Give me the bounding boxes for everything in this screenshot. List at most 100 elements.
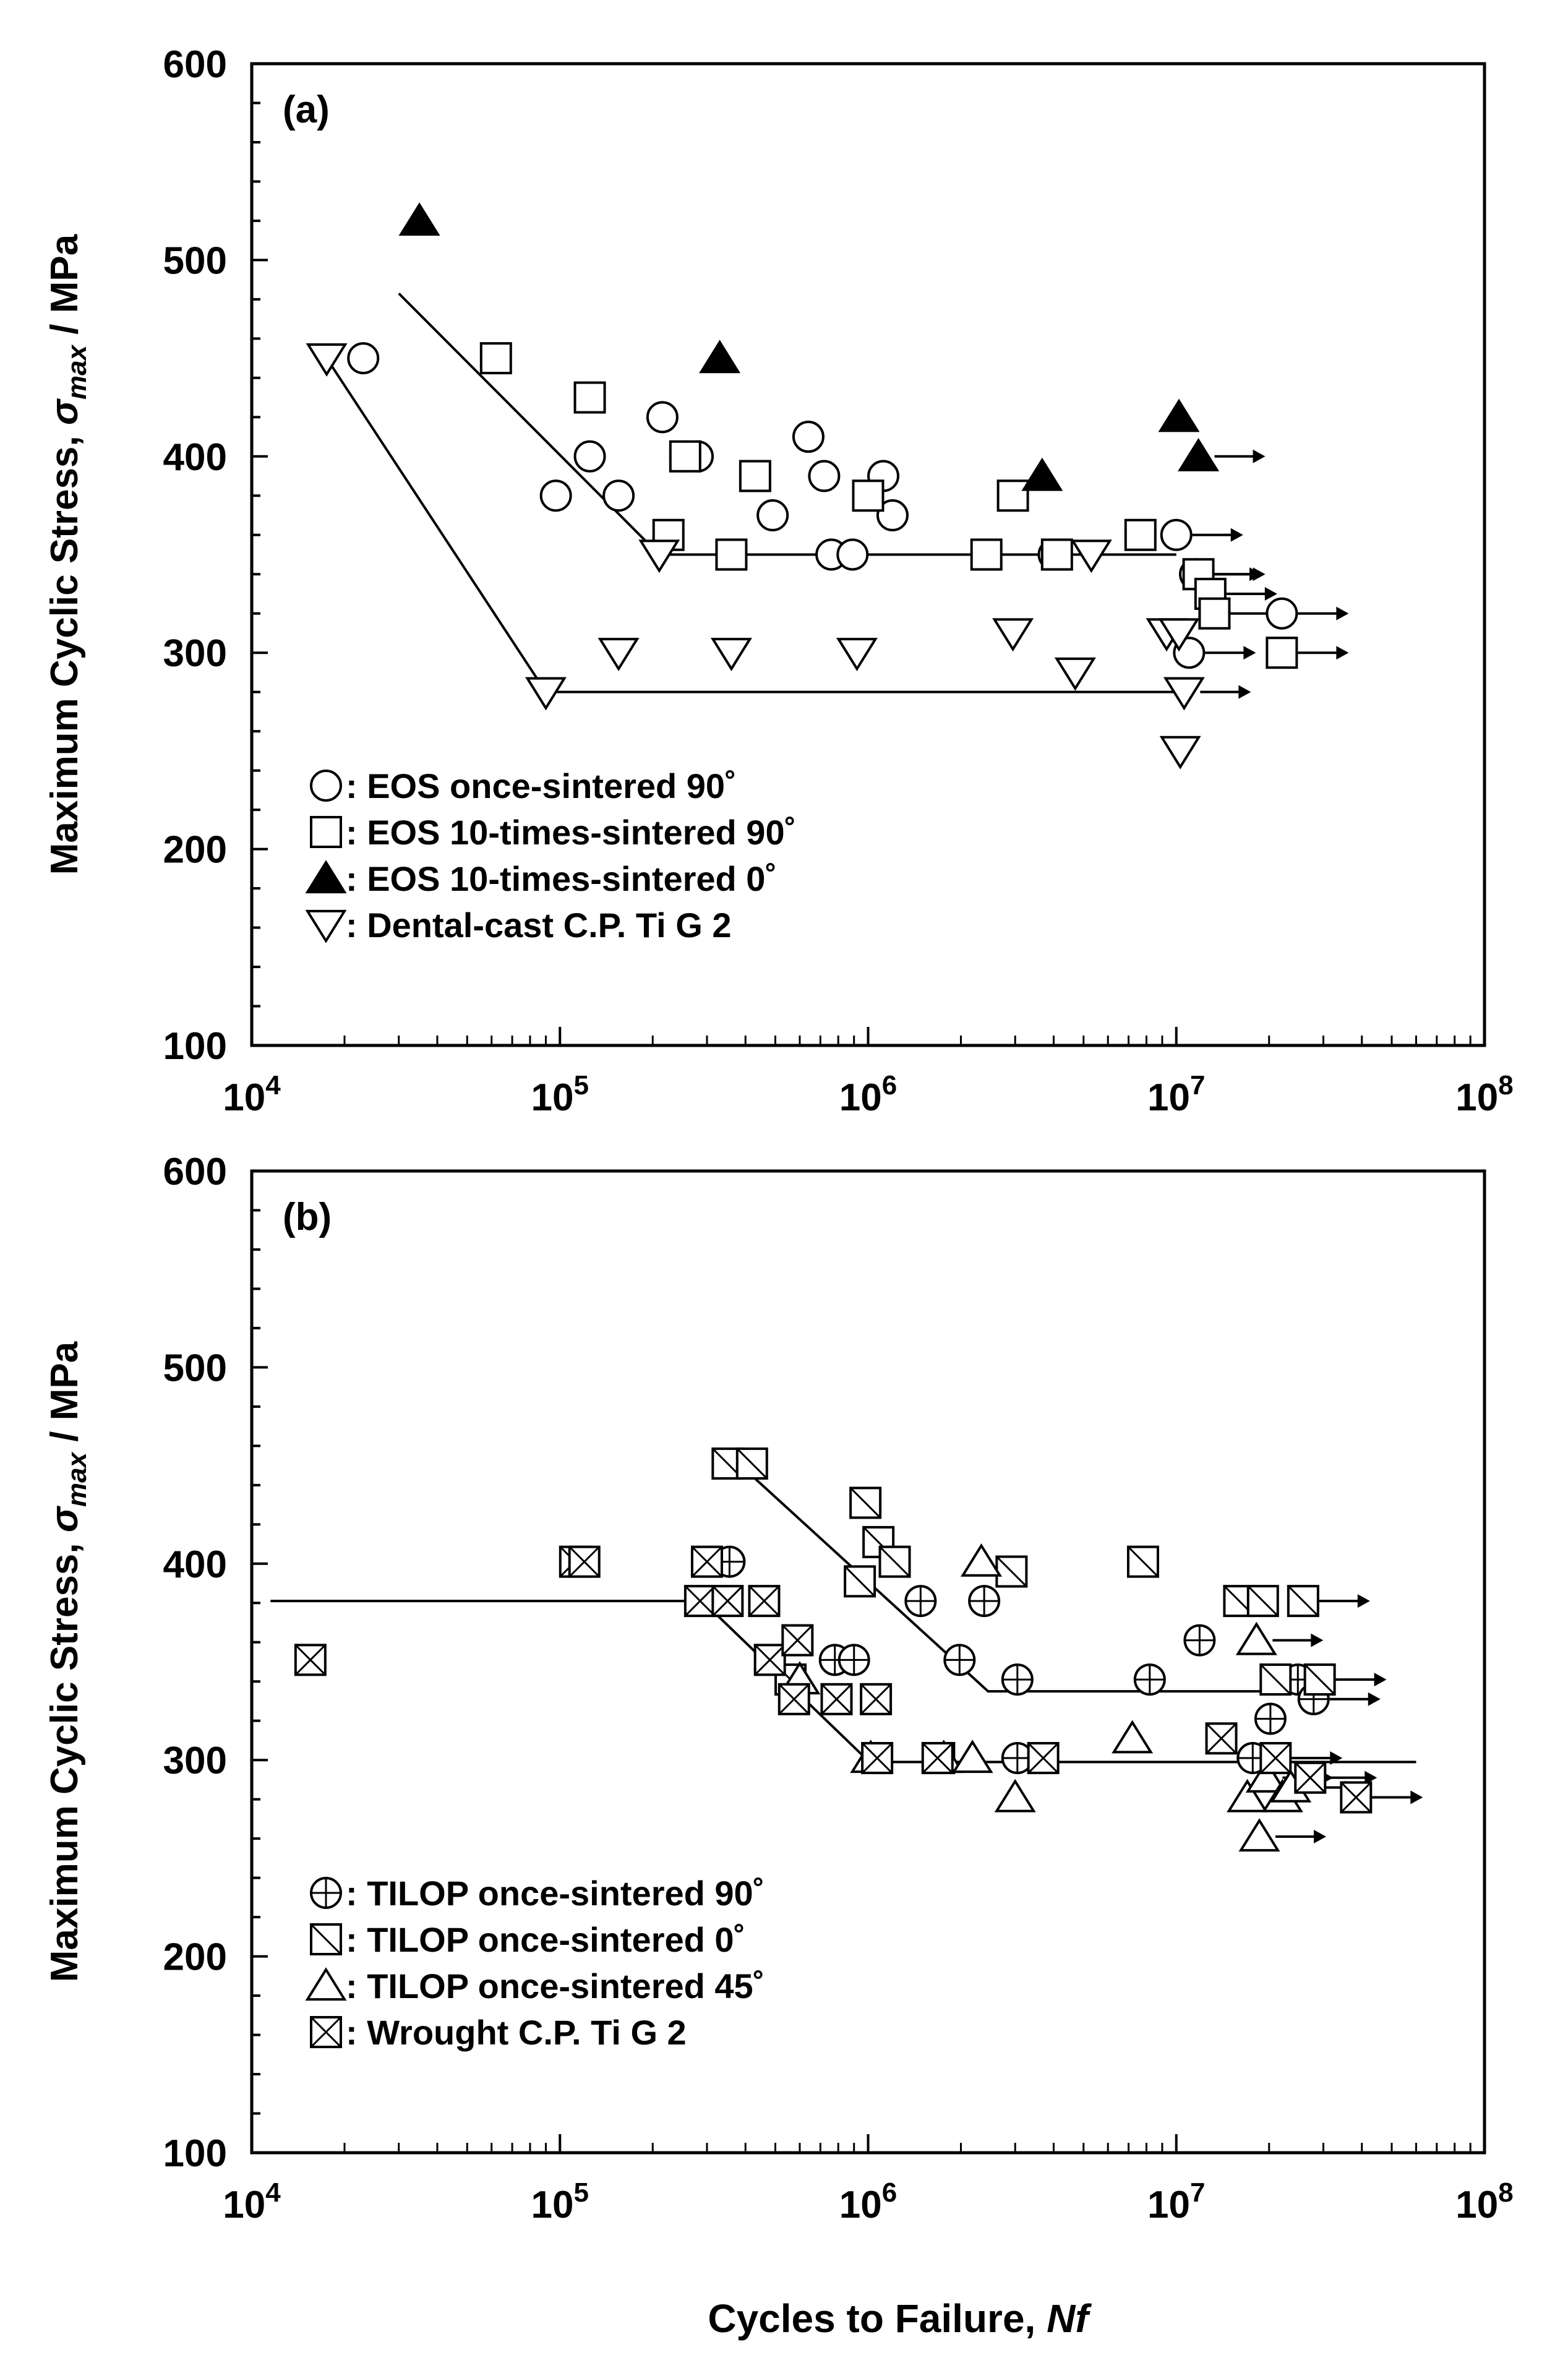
y-tick-label: 500 xyxy=(163,239,227,282)
y-tick-label: 400 xyxy=(163,436,227,479)
y-axis-label-prefix: Maximum Cyclic Stress, xyxy=(43,1532,86,1982)
y-tick-label: 600 xyxy=(163,43,227,86)
data-point xyxy=(992,618,1034,652)
data-point xyxy=(995,1555,1028,1588)
x-tick-exponent: 6 xyxy=(882,2177,897,2208)
data-point xyxy=(951,1739,993,1774)
panel-label: (b) xyxy=(283,1196,332,1238)
data-point-shape xyxy=(792,421,825,453)
legend-marker-shape xyxy=(310,770,342,802)
data-point xyxy=(1259,1663,1292,1696)
x-tick-label: 104 xyxy=(223,2177,281,2226)
data-point-diag2 xyxy=(691,1546,723,1577)
runout-arrow-head xyxy=(1410,1790,1423,1804)
data-point xyxy=(862,1525,895,1558)
data-point xyxy=(844,1565,876,1598)
data-point xyxy=(876,499,909,532)
data-point-diag2 xyxy=(712,1585,743,1617)
runout-arrow xyxy=(1326,1770,1377,1785)
x-tick-label: 108 xyxy=(1455,1070,1513,1119)
x-tick-label: 107 xyxy=(1147,2177,1205,2226)
data-point-diag2 xyxy=(568,1546,600,1577)
data-point-diag2 xyxy=(294,1644,326,1676)
data-point-shape xyxy=(970,538,1003,571)
runout-arrow-head xyxy=(1336,606,1349,620)
data-point xyxy=(1198,597,1231,630)
y-axis-label: Maximum Cyclic Stress, σmax / MPa xyxy=(43,234,92,875)
runout-arrow-head xyxy=(1330,1751,1343,1765)
runout-arrow xyxy=(1335,1673,1387,1687)
data-point-shape xyxy=(539,479,572,512)
data-point xyxy=(1027,1742,1060,1775)
x-tick-label: 107 xyxy=(1147,1070,1205,1119)
data-point-diag1 xyxy=(844,1566,876,1597)
data-point xyxy=(739,460,771,492)
x-tick-base: 10 xyxy=(531,2184,574,2226)
data-point xyxy=(1040,538,1073,571)
y-axis-label-symbol: σ xyxy=(43,398,86,425)
data-point xyxy=(1246,1585,1279,1618)
data-point xyxy=(1266,597,1298,630)
data-point xyxy=(1254,1702,1287,1735)
data-point xyxy=(921,1742,954,1775)
data-point-diag1 xyxy=(879,1546,910,1577)
x-tick-label: 106 xyxy=(839,2177,897,2226)
runout-arrow-head xyxy=(1243,646,1256,660)
runout-arrow xyxy=(1329,1692,1381,1706)
runout-arrow xyxy=(1205,646,1256,660)
runout-arrow xyxy=(1298,646,1349,660)
data-point xyxy=(347,342,380,375)
data-point xyxy=(1340,1781,1373,1814)
data-point-diag2 xyxy=(782,1624,813,1656)
data-point-shape xyxy=(951,1739,993,1774)
x-tick-exponent: 6 xyxy=(882,1070,897,1100)
data-point-shape xyxy=(1158,618,1200,652)
y-tick-label: 200 xyxy=(163,829,227,872)
legend-label: : TILOP once-sintered 45˚ xyxy=(346,1967,765,2005)
data-point xyxy=(1303,1663,1336,1696)
runout-arrow-head xyxy=(1336,646,1349,660)
data-point-shape xyxy=(573,381,606,414)
data-point xyxy=(996,479,1029,512)
runout-arrow xyxy=(1298,606,1349,620)
data-point-shape xyxy=(1070,539,1112,573)
y-axis-label-subscript: max xyxy=(62,1451,92,1507)
runout-arrow xyxy=(1319,1594,1370,1608)
data-point xyxy=(1001,1663,1034,1696)
data-point-shape xyxy=(638,539,680,573)
x-tick-base: 10 xyxy=(531,1076,574,1119)
data-point-shape xyxy=(1266,597,1298,630)
x-tick-exponent: 4 xyxy=(265,1070,281,1100)
legend-marker xyxy=(310,2016,342,2048)
y-tick-label: 400 xyxy=(163,1543,227,1586)
data-point-shape xyxy=(573,440,606,473)
data-point-shape xyxy=(1238,1818,1280,1852)
runout-arrow xyxy=(1272,1633,1324,1647)
legend-label: : Wrought C.P. Ti G 2 xyxy=(346,2013,687,2052)
x-tick-label: 108 xyxy=(1455,2177,1513,2226)
data-point xyxy=(568,1545,601,1578)
data-point-shape xyxy=(739,460,771,492)
x-tick-base: 10 xyxy=(839,2184,882,2226)
data-point xyxy=(838,1644,870,1676)
data-point xyxy=(1294,1761,1327,1794)
x-tick-exponent: 7 xyxy=(1190,1070,1205,1100)
data-point xyxy=(778,1683,810,1715)
runout-arrow xyxy=(1192,528,1243,542)
data-point xyxy=(849,1486,882,1519)
data-point-shape xyxy=(398,202,440,236)
data-point-diag2 xyxy=(1295,1762,1326,1793)
data-point-shape xyxy=(1158,398,1200,432)
data-point xyxy=(699,340,741,374)
data-point-shape xyxy=(1163,677,1205,711)
data-point-shape xyxy=(1245,1759,1287,1793)
data-point-shape xyxy=(836,538,869,571)
data-point xyxy=(1205,1722,1238,1755)
data-point xyxy=(573,440,606,473)
x-tick-base: 10 xyxy=(223,1076,265,1119)
y-tick-label: 600 xyxy=(163,1151,227,1193)
data-point xyxy=(943,1644,976,1676)
data-point-shape xyxy=(836,638,878,671)
data-point xyxy=(836,538,869,571)
data-point-diag2 xyxy=(862,1742,893,1774)
